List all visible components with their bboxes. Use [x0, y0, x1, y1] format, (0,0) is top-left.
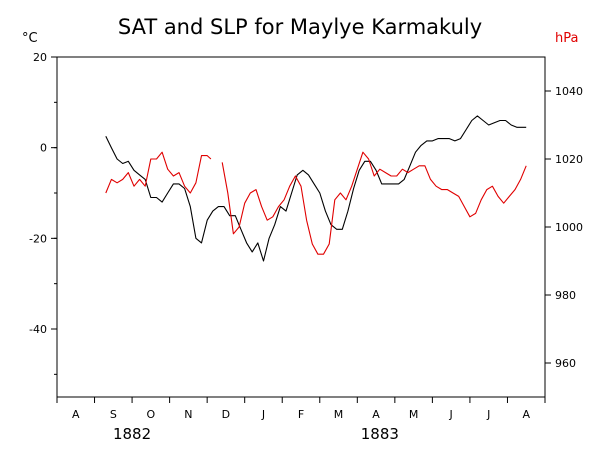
sat-line — [105, 115, 527, 262]
right-tick-label: 980 — [555, 289, 576, 302]
left-axis-unit: °C — [22, 31, 38, 46]
year-label: 1883 — [361, 425, 399, 443]
month-label: M — [409, 408, 419, 421]
month-label: M — [334, 408, 344, 421]
month-label: F — [298, 408, 304, 421]
right-tick-label: 1000 — [555, 221, 583, 234]
slp-line — [221, 151, 527, 255]
right-tick-label: 1040 — [555, 85, 583, 98]
chart-title: SAT and SLP for Maylye Karmakuly — [118, 15, 482, 39]
left-tick-label: -40 — [29, 323, 47, 336]
year-label: 1882 — [113, 425, 151, 443]
month-label: N — [184, 408, 192, 421]
left-tick-label: 20 — [33, 51, 47, 64]
month-label: S — [110, 408, 117, 421]
plot-frame — [56, 56, 546, 398]
left-tick-label: -20 — [29, 232, 47, 245]
month-label: J — [449, 408, 453, 421]
x-axis: A S O N D J F M A M J J A 1882 1883 — [56, 397, 546, 443]
month-label: D — [222, 408, 230, 421]
month-label: J — [486, 408, 490, 421]
month-label: J — [261, 408, 265, 421]
series-layer — [105, 115, 527, 262]
month-label: A — [72, 408, 80, 421]
month-label: A — [372, 408, 380, 421]
right-tick-label: 960 — [555, 357, 576, 370]
right-axis-unit: hPa — [555, 31, 578, 46]
left-tick-label: 0 — [40, 142, 47, 155]
right-axis: 1040 1020 1000 980 960 — [545, 85, 583, 370]
month-label: A — [522, 408, 530, 421]
month-label: O — [147, 408, 156, 421]
slp-line — [105, 151, 212, 194]
right-tick-label: 1020 — [555, 153, 583, 166]
left-axis: 20 0 -20 -40 — [29, 51, 57, 375]
